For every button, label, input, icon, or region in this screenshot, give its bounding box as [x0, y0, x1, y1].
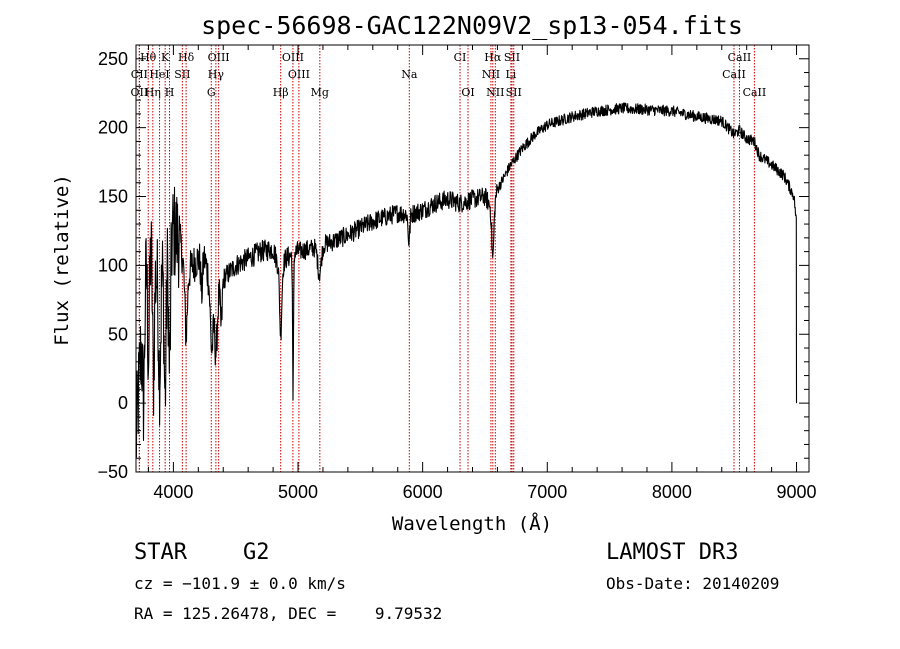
y-tick-label: 200 — [98, 118, 128, 138]
x-tick-label: 5000 — [278, 482, 318, 502]
line-marker-label: OIII — [282, 51, 304, 64]
line-marker-label: Na — [401, 68, 418, 81]
x-tick-label: 9000 — [777, 482, 817, 502]
line-marker-label: Hη — [145, 86, 161, 99]
line-marker-label: HeI — [149, 68, 169, 81]
line-marker-label: Hγ — [208, 68, 225, 81]
y-tick-label: 250 — [98, 49, 128, 69]
y-tick-label: 50 — [108, 324, 128, 344]
line-marker-label: NII — [482, 68, 500, 81]
line-marker-label: SII — [506, 86, 522, 99]
line-marker-label: SII — [174, 68, 190, 81]
line-marker-label: Hα — [484, 51, 502, 64]
line-marker-label: CaII — [743, 86, 767, 99]
line-marker-label: OIII — [208, 51, 230, 64]
line-marker-label: Hθ — [140, 51, 157, 64]
survey-name: LAMOST DR3 — [606, 540, 739, 565]
line-marker-label: Hδ — [178, 51, 195, 64]
observation-date: Obs-Date: 20140209 — [606, 574, 780, 593]
redshift-value: cz = −101.9 ± 0.0 km/s — [134, 574, 346, 593]
y-tick-label: −50 — [97, 462, 128, 482]
line-marker-label: CII — [131, 68, 148, 81]
line-marker-label: G — [207, 86, 216, 99]
line-marker-label: OII — [131, 86, 149, 99]
line-marker-label: K — [161, 51, 170, 64]
line-marker-label: Hβ — [273, 86, 289, 99]
line-marker-label: CaII — [722, 68, 746, 81]
spectrum-line — [135, 102, 798, 458]
line-marker-label: OIII — [288, 68, 310, 81]
line-marker-label: CaII — [728, 51, 752, 64]
axes: 4000 5000 6000 7000 8000 9000 −50 0 50 100 150 200 2… — [97, 44, 817, 502]
x-tick-label: 7000 — [527, 482, 567, 502]
x-tick-label: 4000 — [153, 482, 193, 502]
spectrum-line-group — [135, 102, 798, 458]
object-class: STAR — [134, 540, 187, 565]
line-marker-label: H — [165, 86, 175, 99]
line-marker-label: Li — [505, 68, 516, 81]
y-tick-label: 150 — [98, 187, 128, 207]
line-marker-label: Mg — [311, 86, 329, 99]
x-axis-label: Wavelength (Å) — [392, 512, 552, 535]
x-tick-label: 8000 — [652, 482, 692, 502]
y-axis-label: Flux (relative) — [51, 174, 73, 346]
coordinates: RA = 125.26478, DEC = 9.79532 — [134, 604, 443, 623]
y-tick-label: 0 — [118, 393, 128, 413]
line-marker-label: OI — [461, 86, 474, 99]
chart-title: spec-56698-GAC122N09V2_sp13-054.fits — [201, 11, 743, 40]
line-marker-label: SII — [504, 51, 520, 64]
line-marker-label: NII — [486, 86, 504, 99]
y-tick-label: 100 — [98, 255, 128, 275]
x-tick-label: 6000 — [403, 482, 443, 502]
object-subclass: G2 — [243, 540, 270, 565]
line-marker-label: CI — [454, 51, 467, 64]
